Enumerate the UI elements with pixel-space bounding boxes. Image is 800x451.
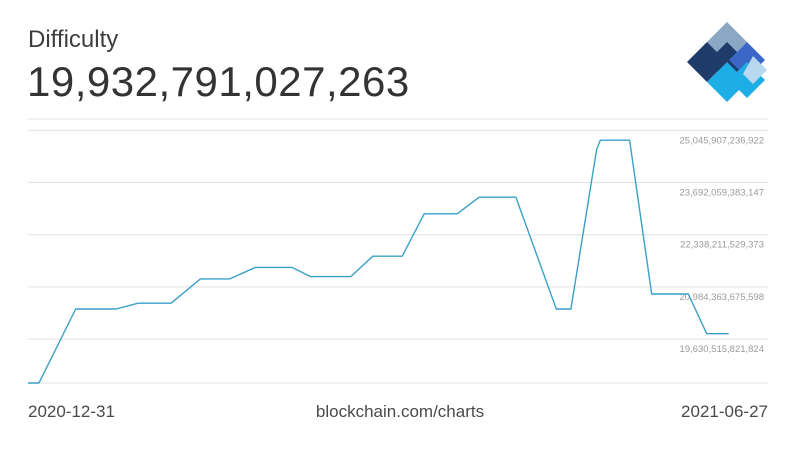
blockchain-logo-icon <box>687 22 767 102</box>
y-tick-label: 25,045,907,236,922 <box>679 135 764 146</box>
source-link[interactable]: blockchain.com/charts <box>315 402 485 421</box>
y-tick-label: 19,630,515,821,824 <box>679 344 764 355</box>
chart-title: Difficulty <box>28 26 119 53</box>
y-tick-label: 23,692,059,383,147 <box>679 188 764 199</box>
current-difficulty-value: 19,932,791,027,263 <box>27 58 410 105</box>
y-tick-label: 22,338,211,529,373 <box>680 240 764 251</box>
y-tick-label: 20,984,363,675,598 <box>679 292 764 303</box>
x-axis-start-label: 2020-12-31 <box>28 402 115 421</box>
difficulty-series-line <box>28 139 729 384</box>
x-axis-end-label: 2021-06-27 <box>681 402 768 421</box>
